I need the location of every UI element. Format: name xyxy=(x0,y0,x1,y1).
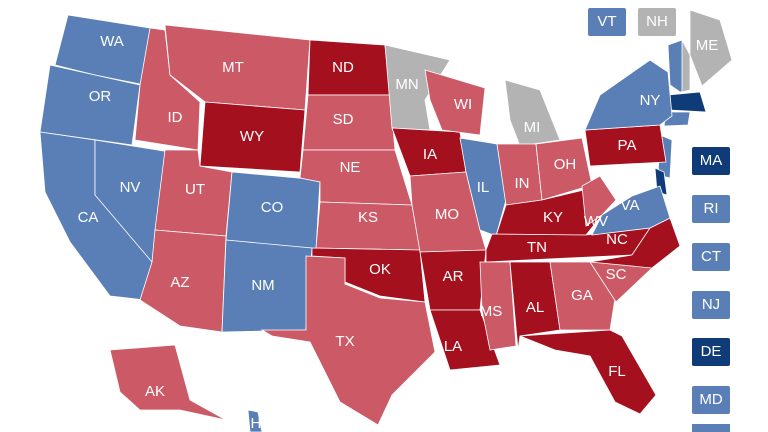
state-label: NE xyxy=(340,159,361,176)
state-label: ND xyxy=(332,59,354,76)
state-label: PA xyxy=(618,137,637,154)
state-label: UT xyxy=(185,181,205,198)
state-shape xyxy=(519,329,657,415)
state-box-label: CT xyxy=(701,248,721,265)
state-label: AL xyxy=(526,299,544,316)
state-label: LA xyxy=(444,338,462,355)
state-label: MN xyxy=(395,76,418,93)
state-label: OK xyxy=(369,261,391,278)
state-label: NM xyxy=(251,277,274,294)
state-box-label: MD xyxy=(699,391,722,408)
state-box xyxy=(692,147,730,175)
state-label: WV xyxy=(584,213,608,230)
state-shape xyxy=(39,64,141,146)
state-shape xyxy=(260,255,436,426)
state-label: AR xyxy=(443,268,464,285)
state-label: HI xyxy=(251,415,266,432)
state-label: MO xyxy=(435,206,459,223)
state-label: WI xyxy=(454,96,472,113)
state-shape xyxy=(504,79,561,147)
state-shape xyxy=(584,59,673,131)
state-box xyxy=(638,8,676,36)
state-shape xyxy=(581,175,617,227)
state-label: KY xyxy=(543,209,563,226)
state-label: IA xyxy=(423,146,437,163)
state-shape xyxy=(109,344,227,421)
state-label: NV xyxy=(120,179,141,196)
state-shape xyxy=(199,101,306,173)
state-label: IL xyxy=(477,179,490,196)
state-box xyxy=(692,338,730,366)
state-shape xyxy=(424,69,486,136)
state-box-label: NH xyxy=(646,13,668,30)
state-box xyxy=(692,195,730,223)
state-label: NC xyxy=(606,231,628,248)
state-label: ID xyxy=(168,109,183,126)
state-shape xyxy=(134,27,201,151)
small-state-boxes: VT NH MA RI CT NJ DE MD xyxy=(588,8,730,432)
state-label: CO xyxy=(261,199,284,216)
state-box xyxy=(692,424,730,432)
state-label: MS xyxy=(480,303,503,320)
state-label: MT xyxy=(222,59,244,76)
state-label: KS xyxy=(358,209,378,226)
state-shape xyxy=(689,9,733,87)
state-label: CA xyxy=(78,209,99,226)
state-box-label: NJ xyxy=(702,296,720,313)
new-england-outline xyxy=(667,91,707,113)
state-shape xyxy=(549,261,617,331)
state-box xyxy=(692,243,730,271)
state-shape xyxy=(384,44,451,131)
state-box-label: DE xyxy=(701,343,722,360)
states: WA OR CA NV ID MT WY UT AZ CO NM ND SD NE KS OK TX MN IA MO… xyxy=(39,9,733,432)
state-label: TN xyxy=(527,239,547,256)
state-label: ME xyxy=(696,37,719,54)
state-box xyxy=(692,291,730,319)
state-label: WY xyxy=(240,128,264,145)
state-label: OH xyxy=(554,156,577,173)
state-label: SD xyxy=(333,111,354,128)
state-label: IN xyxy=(515,175,530,192)
state-shape xyxy=(247,409,263,432)
state-box-label: MA xyxy=(700,152,723,169)
state-label: AK xyxy=(145,383,165,400)
state-label: MI xyxy=(524,119,541,136)
state-label: GA xyxy=(571,287,593,304)
state-box-label: RI xyxy=(704,200,719,217)
state-label: OR xyxy=(89,88,112,105)
state-label: VA xyxy=(621,197,640,214)
state-shape xyxy=(429,309,501,371)
state-shape xyxy=(479,261,517,351)
state-box xyxy=(588,8,626,36)
state-label: TX xyxy=(335,333,354,350)
state-label: NY xyxy=(640,92,661,109)
state-label: FL xyxy=(608,363,626,380)
state-box-label: VT xyxy=(597,13,616,30)
state-box xyxy=(692,386,730,414)
new-england-outline xyxy=(681,39,691,93)
state-label: SC xyxy=(606,266,627,283)
state-label: AZ xyxy=(170,274,189,291)
state-shape xyxy=(591,185,671,236)
state-shape xyxy=(509,261,561,351)
state-label: WA xyxy=(100,33,124,50)
state-shape xyxy=(54,14,151,86)
